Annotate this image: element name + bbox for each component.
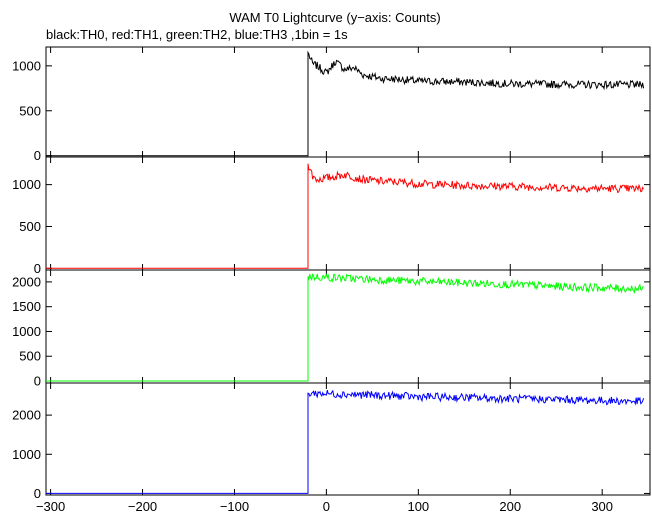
panel-th0: 0 500 1000 — [12, 46, 651, 163]
panel-frame — [45, 382, 651, 496]
x-tick-label: 200 — [499, 499, 521, 514]
x-axis: −300 −200 −100 0 100 200 300 — [36, 499, 613, 514]
y-tick-label: 0 — [34, 261, 41, 276]
panel-th3: 0 1000 2000 — [12, 382, 651, 501]
y-tick-label: 500 — [19, 349, 41, 364]
y-tick-label: 500 — [19, 103, 41, 118]
chart-subtitle: black:TH0, red:TH1, green:TH2, blue:TH3 … — [46, 27, 348, 42]
x-tick-label: 300 — [591, 499, 613, 514]
y-tick-label: 2000 — [12, 274, 41, 289]
y-tick-label: 1500 — [12, 299, 41, 314]
chart-title: WAM T0 Lightcurve (y−axis: Counts) — [229, 10, 440, 25]
y-tick-label: 0 — [34, 486, 41, 501]
y-tick-label: 0 — [34, 374, 41, 389]
y-tick-label: 1000 — [12, 177, 41, 192]
x-tick-label: −100 — [220, 499, 249, 514]
y-tick-label: 500 — [19, 219, 41, 234]
y-tick-label: 1000 — [12, 447, 41, 462]
y-tick-label: 0 — [34, 148, 41, 163]
series-line-th0 — [46, 50, 645, 157]
y-tick-label: 1000 — [12, 324, 41, 339]
panel-th1: 0 500 1000 — [12, 156, 651, 276]
panel-th2: 0 500 1000 1500 2000 — [12, 269, 651, 389]
panel-frame — [45, 46, 651, 158]
x-tick-label: −300 — [36, 499, 65, 514]
y-tick-label: 1000 — [12, 58, 41, 73]
x-tick-label: 0 — [323, 499, 330, 514]
x-tick-label: 100 — [407, 499, 429, 514]
series-line-th1 — [46, 163, 645, 269]
series-line-th3 — [46, 389, 645, 494]
x-tick-label: −200 — [128, 499, 157, 514]
panels-group: 0500100005001000050010001500200001000200… — [12, 46, 651, 501]
y-tick-label: 2000 — [12, 408, 41, 423]
series-line-th2 — [46, 273, 644, 382]
